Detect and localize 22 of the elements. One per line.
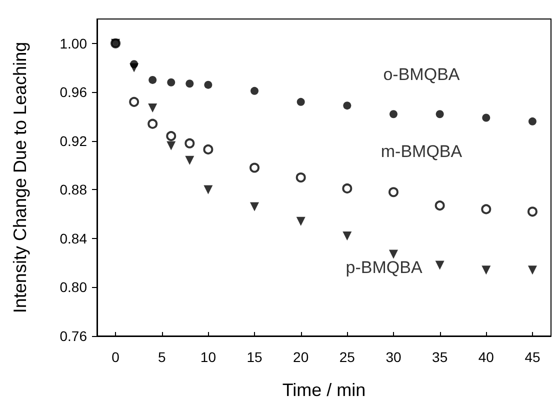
x-tick-label: 10 <box>200 349 216 365</box>
y-tick-label: 0.96 <box>60 84 88 100</box>
series-label: p-BMQBA <box>346 258 423 277</box>
series-label: o-BMQBA <box>383 65 460 84</box>
x-tick-label: 45 <box>524 349 540 365</box>
y-tick-label: 0.84 <box>60 230 88 246</box>
y-tick-label: 0.76 <box>60 328 88 344</box>
x-axis-title: Time / min <box>282 380 366 400</box>
y-tick-label: 0.92 <box>60 132 88 149</box>
x-tick-label: 35 <box>432 349 448 365</box>
series-label: m-BMQBA <box>380 142 463 162</box>
x-tick-label: 40 <box>478 349 494 365</box>
x-tick-label: 15 <box>246 349 263 365</box>
y-tick-label: 0.80 <box>60 279 88 296</box>
x-tick-label: 20 <box>293 349 309 365</box>
y-axis-title: Intensity Change Due to Leaching <box>10 42 30 314</box>
x-tick-label: 0 <box>112 349 120 365</box>
x-tick-label: 30 <box>386 349 402 365</box>
x-tick-label: 5 <box>158 349 166 365</box>
y-tick-label: 1.00 <box>60 35 88 52</box>
y-tick-label: 0.88 <box>60 182 88 198</box>
x-tick-label: 25 <box>339 349 356 365</box>
